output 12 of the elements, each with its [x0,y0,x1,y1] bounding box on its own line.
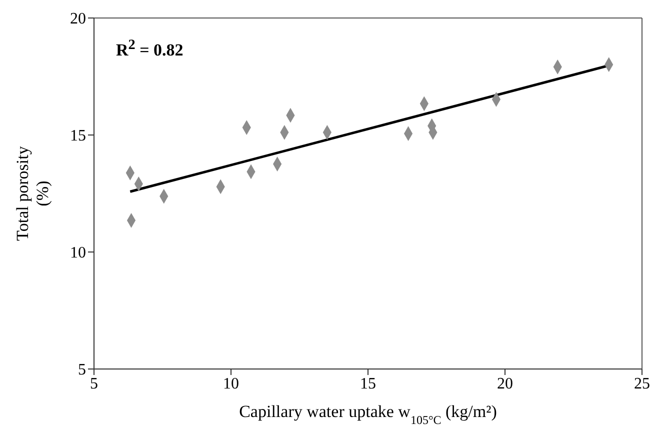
y-axis-title: Total porosity (%) [13,146,52,241]
x-tick-label: 20 [497,375,513,392]
annotation: R$^{2}$ = 0.82 [116,37,184,60]
x-tick-label: 5 [90,375,98,392]
y-tick-label: 15 [70,128,86,145]
y-tick-label: 20 [70,10,86,28]
y-tick-label: 10 [70,244,86,262]
x-tick-label: 25 [634,375,650,392]
x-axis-title: Capillary water uptake w$_{105°C}$ (kg/m²) [239,402,497,427]
y-tick-label: 5 [78,362,86,379]
x-tick-label: 10 [223,375,239,392]
x-tick-label: 15 [360,375,376,392]
